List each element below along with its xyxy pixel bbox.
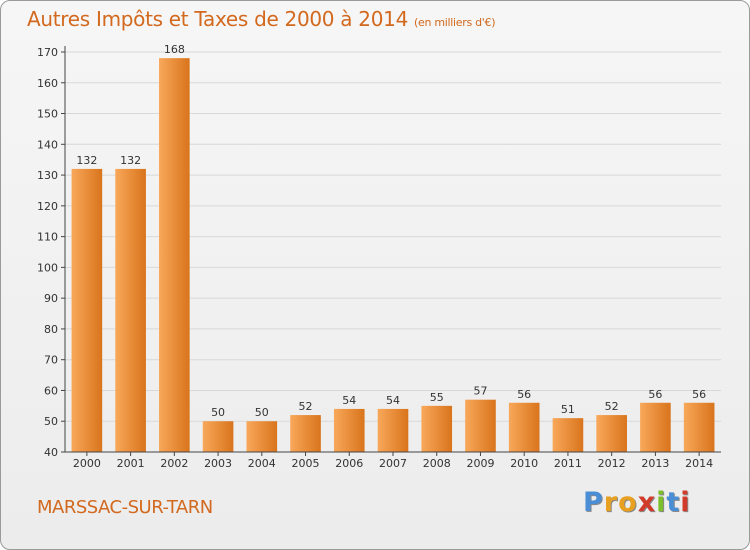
data-label: 52 — [299, 400, 313, 413]
x-tick-label: 2005 — [292, 457, 320, 470]
data-label: 132 — [76, 154, 97, 167]
logo-letter: i — [656, 487, 667, 518]
y-tick-label: 170 — [37, 46, 58, 59]
bar — [115, 168, 146, 452]
x-tick-label: 2014 — [685, 457, 713, 470]
x-tick-label: 2001 — [117, 457, 145, 470]
x-tick-label: 2009 — [466, 457, 494, 470]
y-tick-label: 100 — [37, 261, 58, 274]
y-tick-label: 90 — [44, 292, 58, 305]
y-tick-label: 160 — [37, 77, 58, 90]
y-tick-label: 120 — [37, 200, 58, 213]
logo-letter: i — [680, 487, 691, 518]
bar — [159, 58, 190, 453]
bar — [552, 418, 584, 452]
bar — [421, 405, 453, 452]
x-tick-label: 2004 — [248, 457, 276, 470]
y-tick-label: 40 — [44, 446, 58, 459]
bar — [333, 408, 365, 452]
x-tick-label: 2010 — [510, 457, 538, 470]
data-label: 50 — [211, 406, 225, 419]
chart-subtitle: (en milliers d'€) — [414, 16, 496, 29]
chart-title: Autres Impôts et Taxes de 2000 à 2014 (en… — [27, 7, 495, 31]
x-tick-label: 2011 — [554, 457, 582, 470]
proxiti-logo: Proxiti — [583, 487, 691, 518]
bar — [596, 415, 627, 452]
axes: 40 50 60 70 80 90 100 110 120 130 140 150 160 170 2000… — [37, 46, 721, 470]
bar — [290, 415, 321, 452]
y-tick-label: 140 — [37, 138, 58, 151]
bar — [683, 402, 715, 452]
x-tick-label: 2000 — [73, 457, 101, 470]
data-label: 50 — [255, 406, 269, 419]
value-labels: 132 132 168 50 50 52 54 54 55 57 56 51 52 56 56 — [76, 43, 706, 419]
x-tick-label: 2002 — [160, 457, 188, 470]
bar — [508, 402, 540, 452]
data-label: 54 — [342, 394, 356, 407]
x-tick-label: 2006 — [335, 457, 363, 470]
logo-letter: P — [583, 487, 604, 518]
x-tick-label: 2008 — [423, 457, 451, 470]
bar — [202, 421, 234, 452]
x-tick-label: 2007 — [379, 457, 407, 470]
data-label: 57 — [473, 385, 487, 398]
y-tick-label: 110 — [37, 231, 58, 244]
chart-title-text: Autres Impôts et Taxes de 2000 à 2014 — [27, 7, 408, 31]
logo-letter: x — [637, 487, 657, 518]
data-label: 52 — [605, 400, 619, 413]
bar — [640, 402, 671, 452]
data-label: 56 — [648, 388, 662, 401]
y-tick-label: 150 — [37, 108, 58, 121]
commune-name: MARSSAC-SUR-TARN — [37, 497, 213, 518]
data-label: 168 — [164, 43, 185, 56]
bar — [377, 408, 409, 452]
y-tick-label: 130 — [37, 169, 58, 182]
data-label: 55 — [430, 391, 444, 404]
data-label: 51 — [561, 403, 575, 416]
y-tick-label: 80 — [44, 323, 58, 336]
y-tick-label: 70 — [44, 354, 58, 367]
bar — [71, 168, 103, 452]
data-label: 56 — [517, 388, 531, 401]
logo-letter: o — [618, 487, 638, 518]
bars — [71, 58, 715, 453]
bar — [246, 421, 278, 452]
data-label: 132 — [120, 154, 141, 167]
y-tick-label: 50 — [44, 415, 58, 428]
x-tick-label: 2013 — [641, 457, 669, 470]
logo-letter: r — [603, 487, 619, 518]
data-label: 56 — [692, 388, 706, 401]
data-label: 54 — [386, 394, 400, 407]
y-tick-label: 60 — [44, 384, 58, 397]
x-tick-label: 2003 — [204, 457, 232, 470]
bar — [465, 399, 496, 452]
logo-letter: t — [666, 487, 681, 518]
x-tick-label: 2012 — [598, 457, 626, 470]
